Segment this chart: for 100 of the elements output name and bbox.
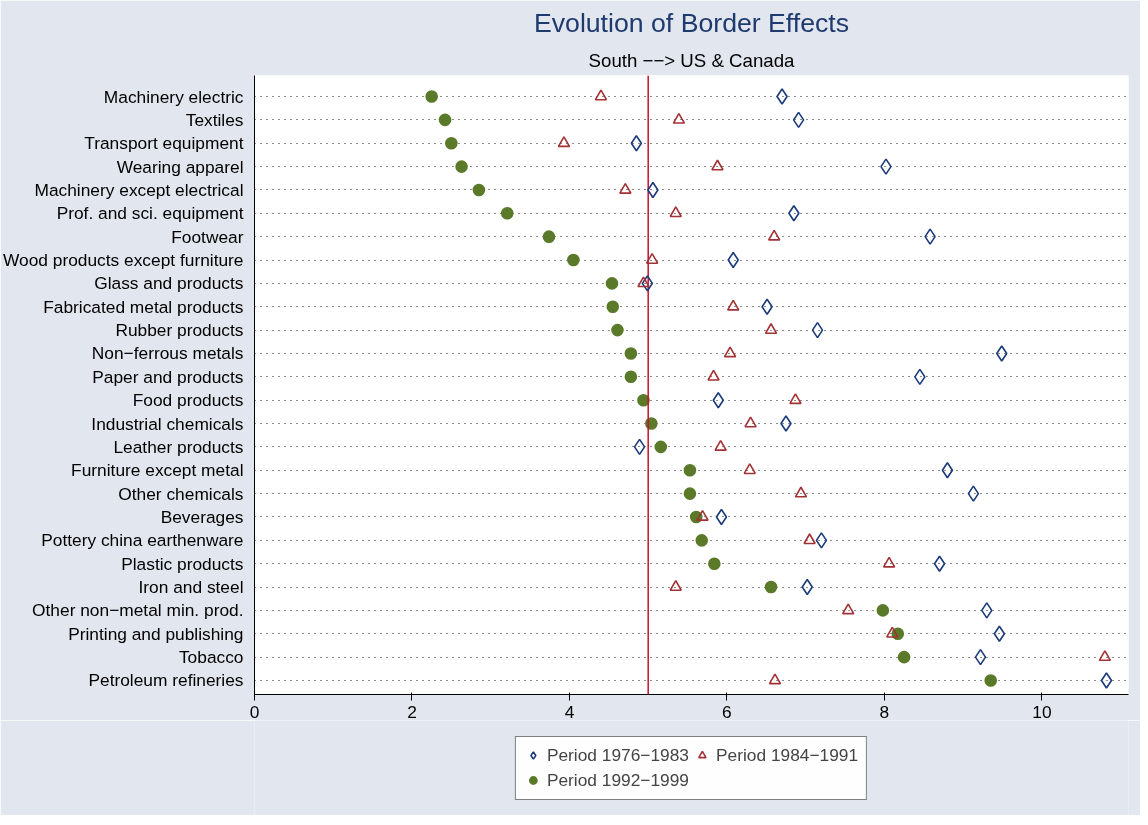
point [645,252,659,265]
point [611,323,624,337]
point [637,276,650,288]
point [683,463,697,477]
point [780,415,792,432]
point [980,602,993,619]
point [882,556,896,568]
point [683,487,697,500]
point [605,277,619,290]
point [641,275,654,292]
legend-label: Period 1984−1991 [716,744,859,766]
y-tick-label: Beverages [160,506,244,527]
point [789,393,802,405]
point [811,321,824,339]
y-tick-label: Fabricated metal products [43,296,244,317]
point [425,90,438,103]
point [815,532,828,549]
y-tick-label: Petroleum refineries [88,670,244,691]
point [672,112,686,124]
point [633,438,646,456]
y-tick-label: Textiles [185,109,244,130]
y-tick-label: Rubber products [115,320,244,341]
point [455,160,468,173]
chart-title: Evolution of Border Effects [533,7,850,38]
point [624,347,638,360]
point [712,391,725,409]
x-tick-label: 10 [1032,701,1052,722]
point [557,136,571,148]
point [606,300,620,314]
point [995,345,1008,362]
point [776,88,788,105]
point [567,253,580,267]
y-tick-label: Transport equipment [84,133,244,154]
point [803,533,816,545]
point [880,158,892,175]
point [788,205,800,222]
point [743,463,757,475]
point [924,228,936,245]
point [941,461,954,479]
point [708,557,721,570]
point [841,603,855,615]
y-tick-label: Wood products except furniture [3,250,244,271]
point [967,485,980,502]
point [594,89,608,101]
point [1100,672,1113,689]
y-tick-label: Plastic products [121,553,244,574]
point [711,159,724,171]
y-tick-label: Pottery china earthenware [41,530,244,551]
point [767,229,781,241]
point [723,346,737,358]
legend-label: Period 1976−1983 [546,744,689,766]
point [764,322,778,335]
point [715,508,728,526]
point [726,299,740,311]
point [744,416,757,428]
point [438,113,452,127]
chart-subtitle: South −−> US & Canada [588,49,796,71]
point [714,439,727,451]
y-tick-label: Glass and products [94,273,244,294]
point [472,183,486,197]
y-tick-label: Other chemicals [118,483,244,504]
point [764,580,778,594]
point [654,440,668,454]
y-tick-label: Other non−metal min. prod. [32,600,244,621]
x-tick-label: 8 [879,701,890,722]
point [897,650,911,664]
y-tick-label: Wearing apparel [116,156,244,177]
y-tick-label: Footwear [171,226,244,247]
y-tick-label: Leather products [113,436,244,457]
point [801,578,814,596]
y-tick-label: Furniture except metal [71,460,244,481]
point [707,369,720,381]
x-tick-label: 0 [249,701,260,722]
point [984,674,998,687]
y-tick-label: Tobacco [178,647,244,668]
point [792,111,805,129]
point [669,579,683,592]
x-tick-label: 4 [564,701,575,722]
point [974,648,987,666]
y-tick-label: Non−ferrous metals [91,343,244,364]
x-tick-label: 2 [407,701,417,722]
point [885,626,899,638]
point [768,673,782,685]
point [794,486,808,498]
point [542,230,556,243]
point [1098,649,1112,662]
point [669,206,683,218]
y-tick-label: Iron and steel [138,577,244,598]
y-tick-label: Industrial chemicals [91,413,244,434]
point [624,370,638,384]
point [727,251,740,269]
point [696,509,709,521]
point [993,625,1006,643]
y-tick-label: Paper and products [92,366,244,387]
y-tick-label: Printing and publishing [68,623,244,644]
y-tick-label: Machinery electric [103,86,244,107]
point [445,136,458,150]
point [500,207,514,220]
y-tick-label: Food products [132,390,244,411]
y-tick-label: Machinery except electrical [34,179,244,200]
